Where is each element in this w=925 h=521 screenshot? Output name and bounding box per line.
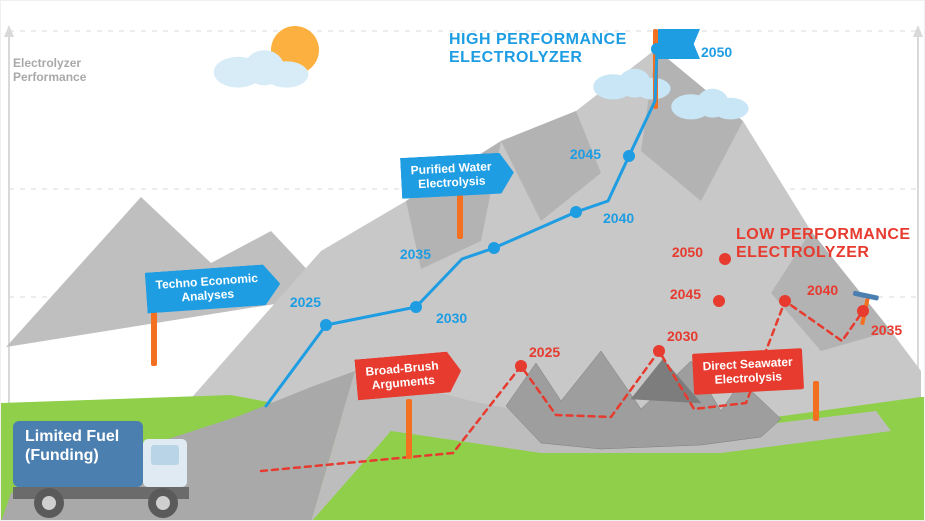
sign-post <box>151 306 157 366</box>
svg-text:2035: 2035 <box>400 246 431 262</box>
svg-text:2030: 2030 <box>667 328 698 344</box>
svg-text:2040: 2040 <box>807 282 838 298</box>
svg-text:2025: 2025 <box>529 344 560 360</box>
svg-text:2045: 2045 <box>670 286 701 302</box>
infographic-canvas: Electrolyzer Performance HIGH PERFORMANC… <box>0 0 925 521</box>
svg-text:2030: 2030 <box>436 310 467 326</box>
svg-text:2035: 2035 <box>871 322 902 338</box>
purified-water-board: Purified Water Electrolysis <box>400 152 515 199</box>
sign-post <box>406 399 412 459</box>
techno-economic-sign: Techno Economic Analyses <box>151 306 157 366</box>
direct-seawater-sign: Direct Seawater Electrolysis <box>813 381 819 421</box>
svg-text:2045: 2045 <box>570 146 601 162</box>
broad-brush-sign: Broad-Brush Arguments <box>406 399 412 459</box>
svg-text:2050: 2050 <box>672 244 703 260</box>
sign-post <box>813 381 819 421</box>
direct-seawater-board: Direct Seawater Electrolysis <box>692 348 804 394</box>
svg-text:2040: 2040 <box>603 210 634 226</box>
sign-post <box>457 195 463 239</box>
svg-text:2025: 2025 <box>290 294 321 310</box>
svg-text:2050: 2050 <box>701 44 732 60</box>
purified-water-sign: Purified Water Electrolysis <box>457 195 463 239</box>
funding-truck: Limited Fuel (Funding) <box>13 413 203 521</box>
truck-label: Limited Fuel (Funding) <box>25 427 119 465</box>
